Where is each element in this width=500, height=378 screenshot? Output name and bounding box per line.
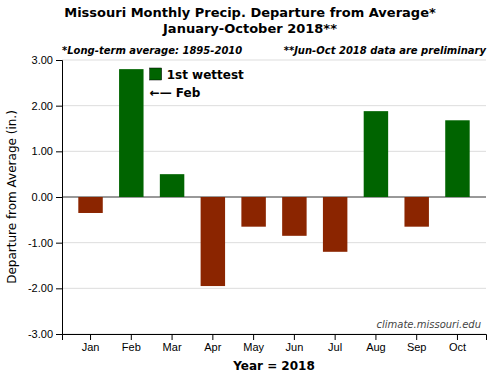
y-tick-mark bbox=[56, 334, 62, 335]
y-tick-mark bbox=[56, 243, 62, 244]
annotation-swatch bbox=[150, 68, 162, 80]
y-tick-label: 2.00 bbox=[32, 100, 53, 112]
footnote: *Long-term average: 1895-2010 bbox=[62, 45, 242, 56]
y-tick: 0.00 bbox=[32, 191, 62, 203]
grid bbox=[62, 60, 486, 334]
y-tick: 3.00 bbox=[32, 54, 62, 66]
x-tick: Jun bbox=[286, 334, 304, 353]
x-tick-label: Aug bbox=[366, 341, 386, 353]
chart: Missouri Monthly Precip. Departure from … bbox=[0, 0, 500, 378]
x-tick: Sep bbox=[407, 334, 427, 353]
y-tick-label: 3.00 bbox=[32, 54, 53, 66]
x-tick: Jul bbox=[328, 334, 342, 353]
y-tick: 1.00 bbox=[32, 145, 62, 157]
grid-line bbox=[62, 288, 486, 289]
y-axis: -3.00 -2.00 -1.00 0.00 1.00 2.00 3.00 bbox=[28, 54, 63, 340]
x-tick-mark bbox=[212, 334, 213, 340]
y-tick: 2.00 bbox=[32, 100, 62, 112]
bar bbox=[201, 197, 225, 286]
x-tick: Mar bbox=[163, 334, 182, 353]
x-tick-label: Sep bbox=[407, 341, 427, 353]
bar bbox=[364, 111, 388, 197]
x-tick-label: Feb bbox=[122, 341, 141, 353]
y-tick-label: -3.00 bbox=[28, 328, 53, 340]
y-tick-label: 0.00 bbox=[32, 191, 53, 203]
subtitle: January-October 2018** bbox=[162, 21, 337, 36]
x-axis: Jan Feb Mar Apr May Jun Jul Aug Sep Oct bbox=[63, 334, 487, 353]
y-axis-title: Departure from Average (in.) bbox=[5, 110, 19, 284]
plot: -3.00 -2.00 -1.00 0.00 1.00 2.00 3.00 Jan Feb Mar… bbox=[28, 45, 487, 353]
bar bbox=[282, 197, 306, 236]
annotation: ←— Feb bbox=[150, 86, 201, 100]
x-tick-label: May bbox=[243, 341, 264, 353]
x-tick: Oct bbox=[449, 334, 466, 353]
y-tick-mark bbox=[56, 106, 62, 107]
y-tick-mark bbox=[56, 151, 62, 152]
x-tick-mark bbox=[335, 334, 336, 340]
x-axis-line bbox=[63, 335, 487, 341]
x-tick-label: Jan bbox=[82, 341, 100, 353]
title: Missouri Monthly Precip. Departure from … bbox=[64, 5, 436, 20]
y-tick-label: -1.00 bbox=[28, 237, 53, 249]
x-tick-mark bbox=[131, 334, 132, 340]
x-tick-label: Mar bbox=[163, 341, 182, 353]
x-tick-mark bbox=[172, 334, 173, 340]
grid-line bbox=[62, 60, 486, 61]
y-axis-line bbox=[56, 61, 63, 335]
x-tick-label: Oct bbox=[449, 341, 466, 353]
annotation: 1st wettest bbox=[167, 68, 244, 82]
grid-line bbox=[62, 242, 486, 243]
y-tick-mark bbox=[56, 60, 62, 61]
bar bbox=[445, 120, 469, 197]
y-tick-label: 1.00 bbox=[32, 145, 53, 157]
bars bbox=[78, 69, 469, 286]
x-tick: Apr bbox=[204, 334, 221, 353]
bar bbox=[160, 174, 184, 197]
x-tick-label: Jul bbox=[328, 341, 342, 353]
y-tick: -3.00 bbox=[28, 328, 62, 340]
x-tick-mark bbox=[294, 334, 295, 340]
watermark: climate.missouri.edu bbox=[377, 319, 481, 330]
x-tick: Aug bbox=[366, 334, 386, 353]
bar bbox=[119, 69, 143, 197]
y-tick-mark bbox=[56, 197, 62, 198]
x-tick: Feb bbox=[122, 334, 141, 353]
bar bbox=[404, 197, 428, 227]
bar bbox=[323, 197, 347, 252]
x-axis-title: Year = 2018 bbox=[232, 359, 315, 373]
x-tick: Jan bbox=[82, 334, 100, 353]
x-tick-mark bbox=[90, 334, 91, 340]
y-tick-label: -2.00 bbox=[28, 282, 53, 294]
bar bbox=[78, 197, 102, 213]
x-tick-mark bbox=[416, 334, 417, 340]
x-tick-mark bbox=[457, 334, 458, 340]
y-tick: -1.00 bbox=[28, 237, 62, 249]
x-tick-label: Apr bbox=[204, 341, 221, 353]
y-tick-mark bbox=[56, 288, 62, 289]
x-tick: May bbox=[243, 334, 264, 353]
x-tick-mark bbox=[253, 334, 254, 340]
bar bbox=[241, 197, 265, 227]
footnote: **Jun-Oct 2018 data are preliminary bbox=[284, 45, 487, 56]
x-tick-mark bbox=[375, 334, 376, 340]
annotations: *Long-term average: 1895-2010 **Jun-Oct 2… bbox=[62, 45, 486, 330]
y-tick: -2.00 bbox=[28, 282, 62, 294]
x-tick-label: Jun bbox=[286, 341, 304, 353]
